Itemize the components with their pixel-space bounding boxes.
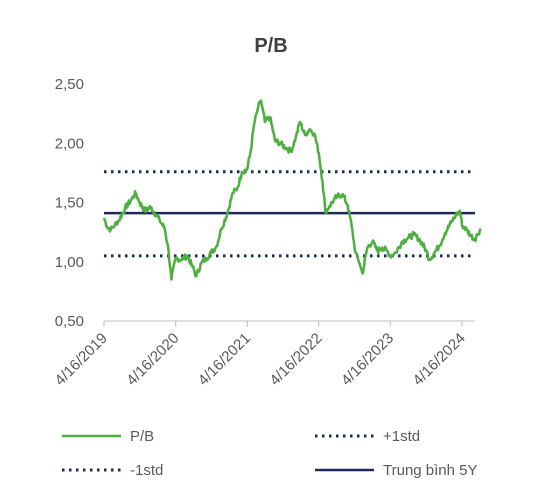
reference-lines (104, 170, 475, 258)
x-tick-label: 4/16/2021 (195, 330, 254, 389)
x-tick-label: 4/16/2024 (410, 330, 469, 389)
x-tick-label: 4/16/2023 (338, 330, 397, 389)
series-layer (102, 99, 482, 281)
y-tick-label: 1,00 (55, 254, 84, 271)
x-tick-label: 4/16/2019 (52, 330, 111, 389)
legend-label: -1std (130, 462, 163, 479)
y-tick-label: 1,50 (55, 195, 84, 212)
legend-label: Trung bình 5Y (383, 462, 478, 479)
x-tick-label: 4/16/2020 (123, 330, 182, 389)
x-axis: 4/16/2019 4/16/2020 4/16/2021 4/16/2022 4/16… (52, 320, 475, 389)
chart-title: P/B (254, 35, 287, 57)
legend-label: +1std (383, 428, 420, 445)
y-tick-label: 0,50 (55, 313, 84, 330)
y-axis-ticks: 0,50 1,00 1,50 2,00 2,50 (55, 76, 84, 330)
pb-series-line (102, 99, 482, 281)
x-tick-label: 4/16/2022 (266, 330, 325, 389)
legend-label: P/B (130, 428, 154, 445)
y-tick-label: 2,00 (55, 135, 84, 152)
y-tick-label: 2,50 (55, 76, 84, 93)
legend: P/B +1std -1std Trung bình 5Y (62, 428, 478, 479)
